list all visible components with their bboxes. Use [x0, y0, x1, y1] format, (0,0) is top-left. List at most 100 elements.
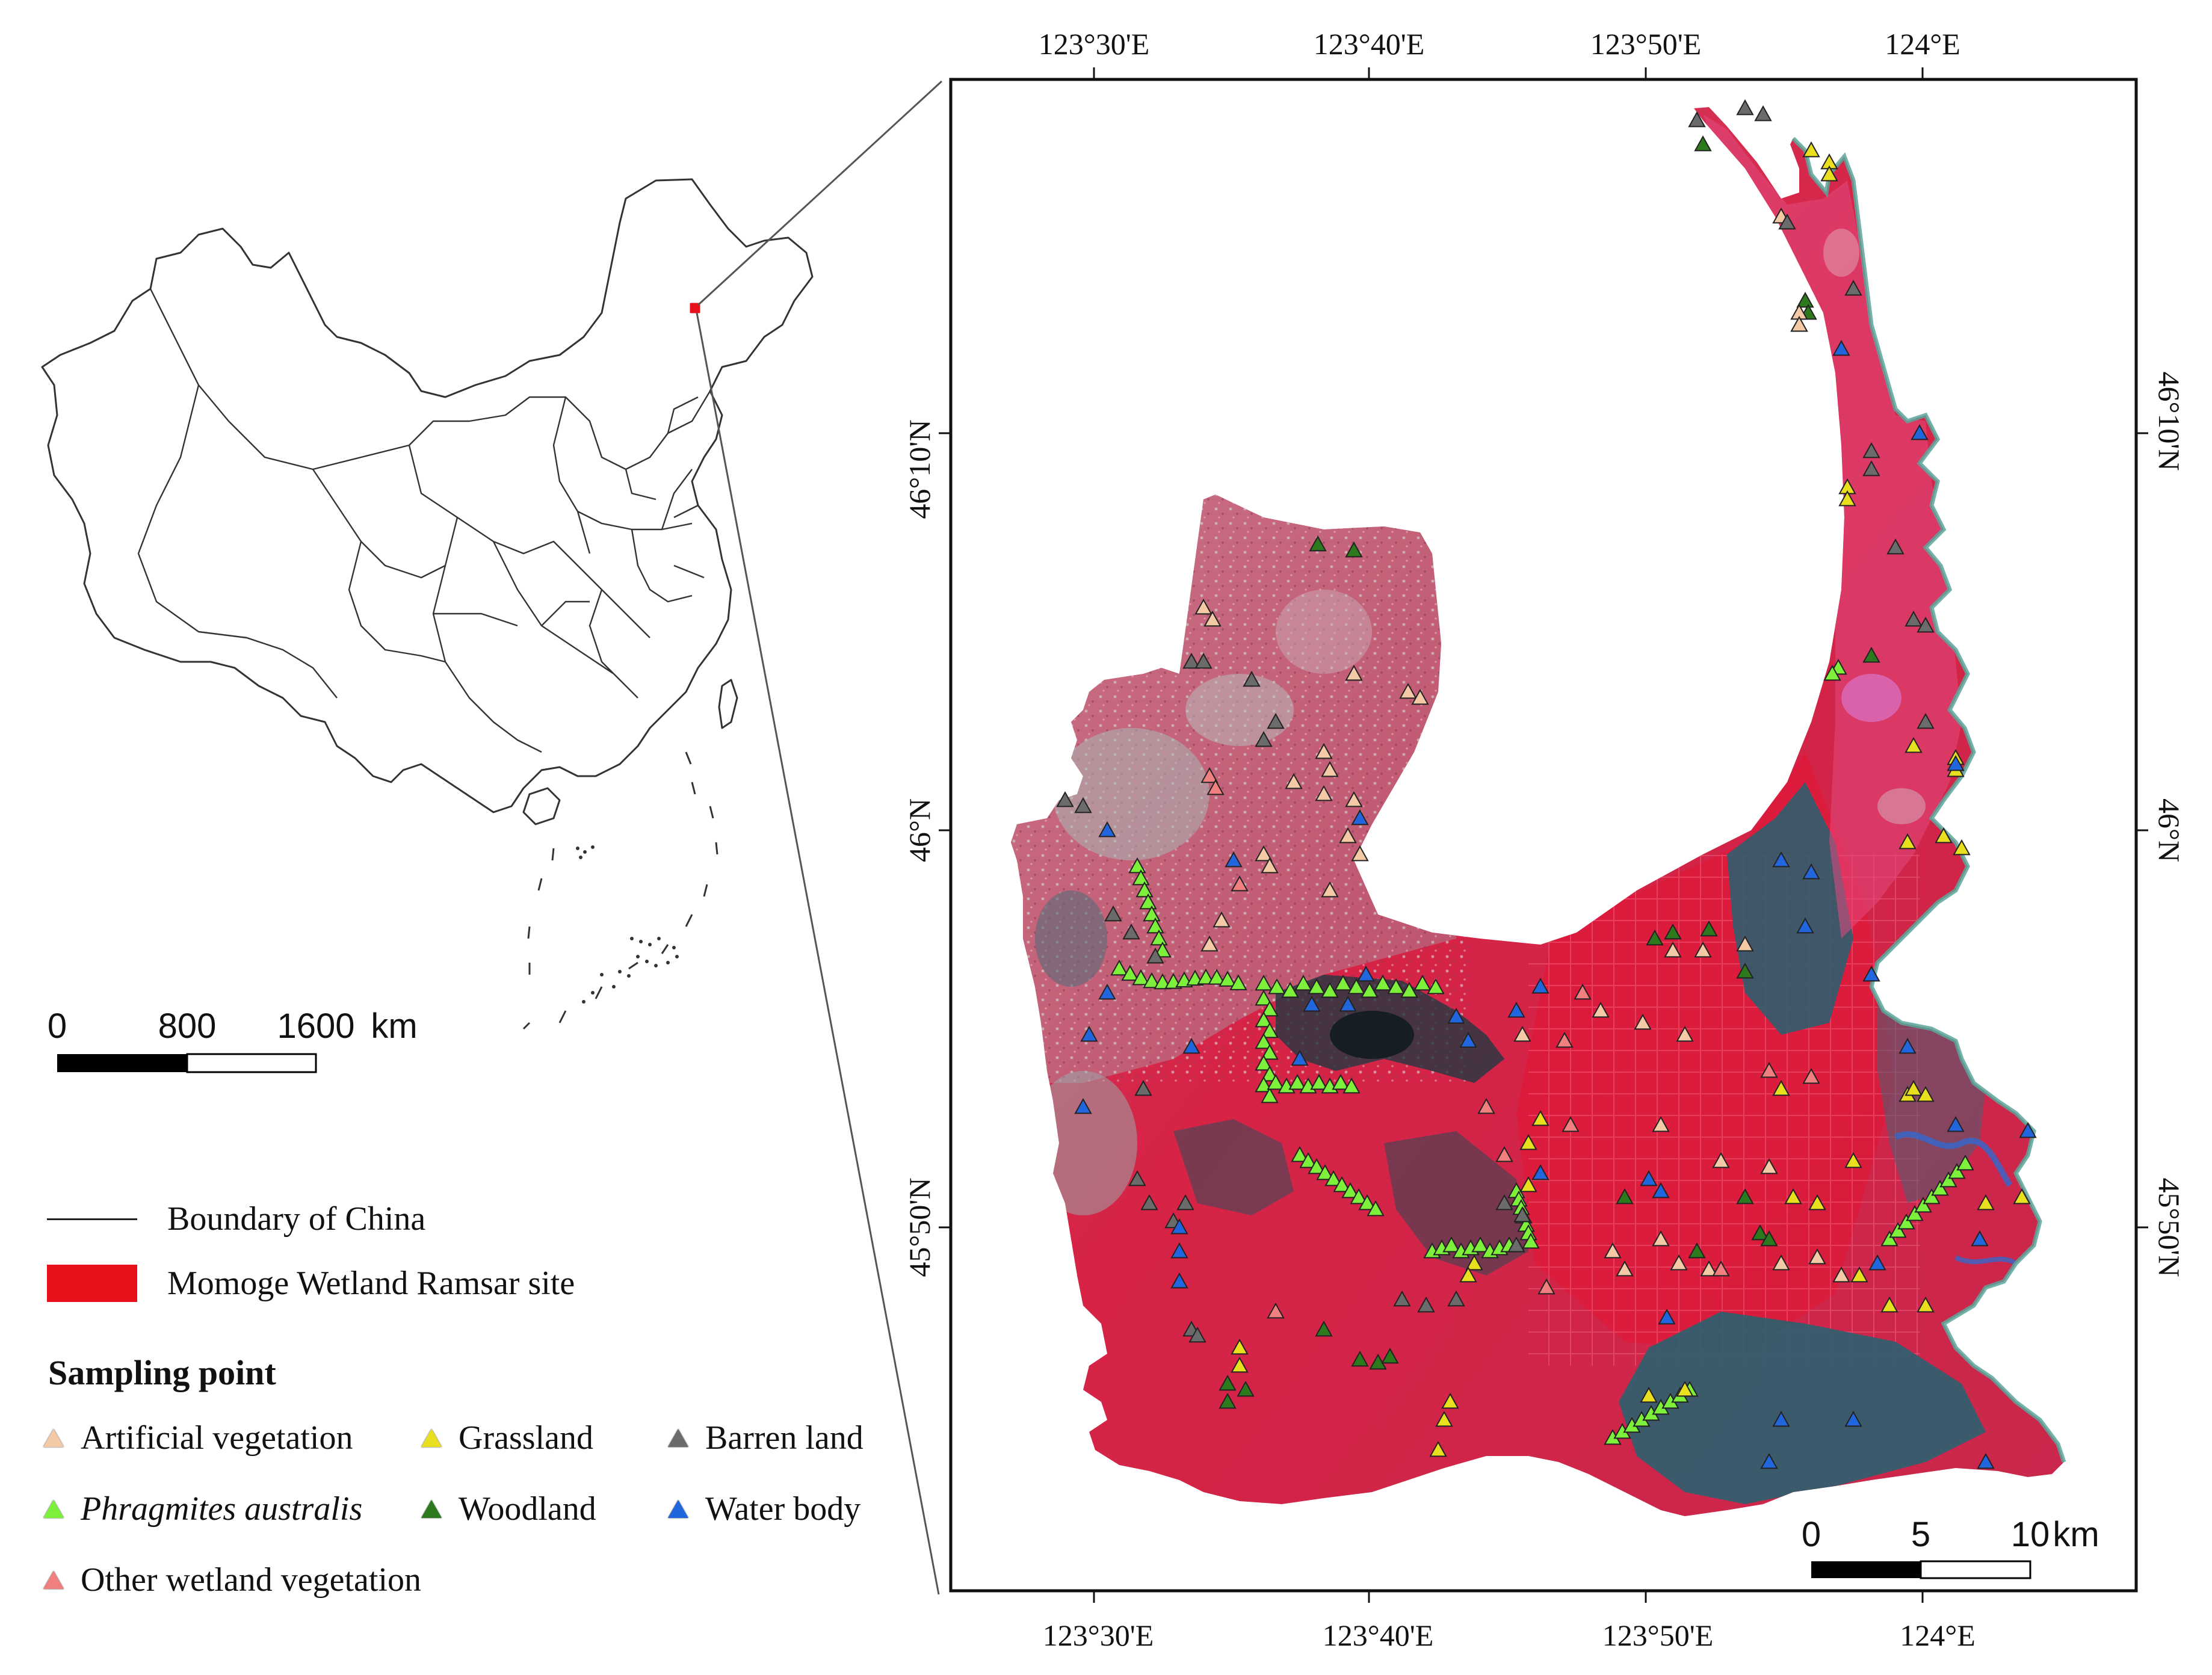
south-china-sea-islands — [522, 751, 718, 1030]
sampling-point-other-wetland — [1495, 1146, 1513, 1162]
sampling-point-phragmites — [1261, 1065, 1279, 1082]
china-locator-map — [41, 80, 943, 1595]
sampling-point-water-body — [1911, 424, 1929, 440]
sampling-point-barren-land — [1736, 99, 1754, 116]
sampling-point-phragmites — [1332, 1073, 1350, 1090]
sampling-point-artificial-vegetation — [1285, 773, 1303, 789]
sampling-point-water-body — [1844, 1410, 1862, 1427]
sampling-point-phragmites — [1288, 1073, 1306, 1090]
graticule-ticks — [939, 67, 2148, 1603]
sampling-point-barren-land — [1255, 730, 1273, 747]
sampling-point-artificial-vegetation — [1652, 1115, 1670, 1132]
sampling-point-phragmites — [1255, 1032, 1273, 1049]
legend-item-label: Grassland — [459, 1419, 593, 1457]
sampling-point-phragmites — [1361, 981, 1379, 998]
sampling-point-artificial-vegetation — [1213, 911, 1231, 928]
sampling-point-barren-land — [1688, 111, 1706, 128]
sampling-point-water-body — [1351, 809, 1369, 825]
sampling-point-phragmites — [1367, 1200, 1385, 1217]
sampling-point-phragmites — [1150, 929, 1168, 946]
sampling-point-phragmites — [1110, 959, 1128, 976]
sampling-point-phragmites — [1334, 974, 1352, 991]
inset-scale-label-1600: 1600 — [277, 1007, 354, 1046]
left-tick-label: 45°50'N — [903, 1177, 936, 1277]
sampling-point-phragmites — [1267, 1073, 1285, 1090]
legend-triangle-icon — [668, 1429, 688, 1447]
sampling-point-water-body — [1898, 1037, 1917, 1054]
sampling-point-grassland — [1917, 1296, 1935, 1313]
sampling-point-grassland — [1231, 1356, 1249, 1373]
main-scale-label-10: 10 — [2011, 1515, 2050, 1554]
sampling-point-artificial-vegetation — [1760, 1158, 1778, 1174]
sampling-point-other-wetland — [1562, 1115, 1580, 1132]
inset-scale-labels: 0 800 1600 km — [48, 1007, 418, 1046]
sampling-point-phragmites — [1522, 1232, 1540, 1249]
sampling-point-other-wetland — [1574, 983, 1592, 1000]
legend-boundary: Boundary of China — [47, 1202, 425, 1236]
sampling-point-woodland — [1219, 1392, 1237, 1409]
sampling-point-phragmites — [1914, 1196, 1932, 1213]
sampling-point-artificial-vegetation — [1652, 1230, 1670, 1247]
sampling-point-barren-land — [1074, 797, 1092, 813]
legend-ramsar: Momoge Wetland Ramsar site — [47, 1265, 575, 1302]
sampling-point-artificial-vegetation — [1261, 857, 1279, 874]
sampling-point-artificial-vegetation — [1736, 935, 1754, 952]
sampling-point-grassland — [1519, 1176, 1537, 1192]
sampling-point-artificial-vegetation — [1694, 941, 1712, 958]
sampling-point-phragmites — [1255, 989, 1273, 1006]
sampling-point-phragmites — [1143, 905, 1161, 922]
sampling-point-phragmites — [1219, 970, 1237, 987]
momoge-site-marker — [690, 303, 700, 313]
sampling-point-barren-land — [1513, 1206, 1531, 1223]
sampling-point-artificial-vegetation — [1670, 1254, 1688, 1271]
sampling-point-phragmites — [1154, 973, 1172, 990]
sampling-point-grassland — [1917, 1085, 1935, 1102]
sampling-point-other-wetland — [1200, 767, 1219, 783]
sampling-point-phragmites — [1931, 1179, 1949, 1196]
legend-item-label: Other wetland vegetation — [81, 1561, 422, 1599]
sampling-point-woodland — [1736, 1188, 1754, 1205]
legend-item: Other wetland vegetation — [43, 1563, 421, 1597]
top-tick-labels: 123°30'E 123°40'E 123°50'E 124°E — [1039, 27, 1960, 61]
sampling-point-phragmites — [1268, 978, 1286, 995]
legend-triangle-icon — [43, 1500, 64, 1518]
sampling-point-water-body — [1832, 339, 1850, 356]
sampling-point-phragmites — [1139, 893, 1157, 910]
sampling-point-other-wetland — [1556, 1031, 1574, 1048]
sampling-point-phragmites — [1442, 1236, 1460, 1253]
sampling-point-water-body — [1531, 977, 1549, 994]
sampling-point-artificial-vegetation — [1604, 1242, 1622, 1259]
sampling-points — [1056, 99, 2037, 1469]
right-tick-label: 45°50'N — [2152, 1177, 2186, 1277]
connector-line-bottom — [696, 312, 940, 1595]
sampling-point-other-wetland — [1267, 1302, 1285, 1319]
sampling-point-barren-land — [1122, 923, 1140, 940]
sampling-point-artificial-vegetation — [1321, 881, 1339, 898]
sampling-point-woodland — [1381, 1347, 1399, 1364]
sampling-point-artificial-vegetation — [1832, 1266, 1850, 1283]
river-bank-outline — [1791, 137, 2066, 1463]
sampling-point-phragmites — [1255, 1011, 1273, 1028]
sampling-point-woodland — [1351, 1350, 1369, 1367]
sampling-point-woodland — [1760, 1230, 1778, 1247]
sampling-point-water-body — [1507, 1001, 1525, 1018]
sampling-point-phragmites — [1923, 1188, 1941, 1205]
bottom-tick-label: 123°40'E — [1323, 1618, 1434, 1652]
bottom-tick-labels: 123°30'E 123°40'E 123°50'E 124°E — [1043, 1618, 1976, 1652]
sampling-point-phragmites — [1261, 1022, 1279, 1038]
sampling-point-phragmites — [1255, 1054, 1273, 1071]
main-scale-label-unit: km — [2053, 1515, 2099, 1554]
sampling-point-grassland — [1429, 1440, 1447, 1457]
sampling-point-barren-land — [1417, 1296, 1435, 1313]
sampling-point-barren-land — [1194, 652, 1213, 669]
sampling-point-phragmites — [1143, 972, 1161, 989]
sampling-point-phragmites — [1939, 1171, 1957, 1188]
sampling-point-water-body — [1170, 1272, 1188, 1289]
sampling-point-phragmites — [1135, 881, 1154, 898]
sampling-point-barren-land — [1886, 538, 1905, 555]
sampling-point-phragmites — [1358, 1194, 1376, 1211]
connector-line-top — [697, 80, 943, 306]
sampling-point-grassland — [1935, 827, 1953, 844]
sampling-point-phragmites — [1208, 969, 1226, 985]
